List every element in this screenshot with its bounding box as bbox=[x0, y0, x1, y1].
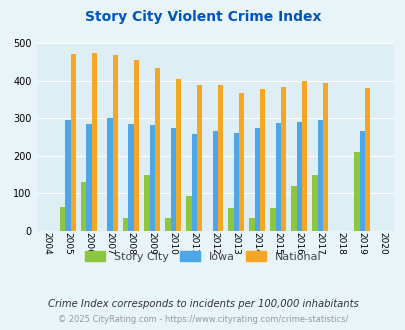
Bar bbox=[60, 207, 65, 231]
Bar bbox=[154, 69, 160, 231]
Text: Crime Index corresponds to incidents per 100,000 inhabitants: Crime Index corresponds to incidents per… bbox=[47, 299, 358, 309]
Bar bbox=[81, 182, 86, 231]
Bar bbox=[144, 175, 149, 231]
Bar bbox=[359, 131, 364, 231]
Bar bbox=[317, 120, 322, 231]
Text: © 2025 CityRating.com - https://www.cityrating.com/crime-statistics/: © 2025 CityRating.com - https://www.city… bbox=[58, 315, 347, 324]
Bar bbox=[233, 133, 238, 231]
Bar bbox=[322, 83, 327, 231]
Bar bbox=[170, 128, 175, 231]
Bar bbox=[291, 186, 296, 231]
Bar bbox=[113, 55, 118, 231]
Bar bbox=[212, 131, 217, 231]
Bar bbox=[364, 88, 369, 231]
Bar bbox=[65, 120, 70, 231]
Bar bbox=[191, 134, 196, 231]
Bar bbox=[186, 196, 191, 231]
Bar bbox=[301, 81, 306, 231]
Bar bbox=[165, 218, 170, 231]
Bar bbox=[311, 175, 317, 231]
Bar bbox=[217, 85, 222, 231]
Bar bbox=[149, 125, 154, 231]
Bar bbox=[133, 60, 139, 231]
Bar bbox=[107, 118, 113, 231]
Bar bbox=[280, 87, 286, 231]
Bar bbox=[86, 124, 92, 231]
Bar bbox=[70, 54, 76, 231]
Bar bbox=[296, 121, 301, 231]
Legend: Story City, Iowa, National: Story City, Iowa, National bbox=[80, 247, 325, 267]
Text: Story City Violent Crime Index: Story City Violent Crime Index bbox=[85, 10, 320, 24]
Bar bbox=[354, 152, 359, 231]
Bar bbox=[238, 92, 243, 231]
Bar bbox=[123, 218, 128, 231]
Bar bbox=[254, 128, 259, 231]
Bar bbox=[228, 208, 233, 231]
Bar bbox=[175, 79, 181, 231]
Bar bbox=[275, 123, 280, 231]
Bar bbox=[259, 89, 264, 231]
Bar bbox=[92, 53, 97, 231]
Bar bbox=[128, 124, 133, 231]
Bar bbox=[196, 85, 202, 231]
Bar bbox=[249, 218, 254, 231]
Bar bbox=[270, 208, 275, 231]
